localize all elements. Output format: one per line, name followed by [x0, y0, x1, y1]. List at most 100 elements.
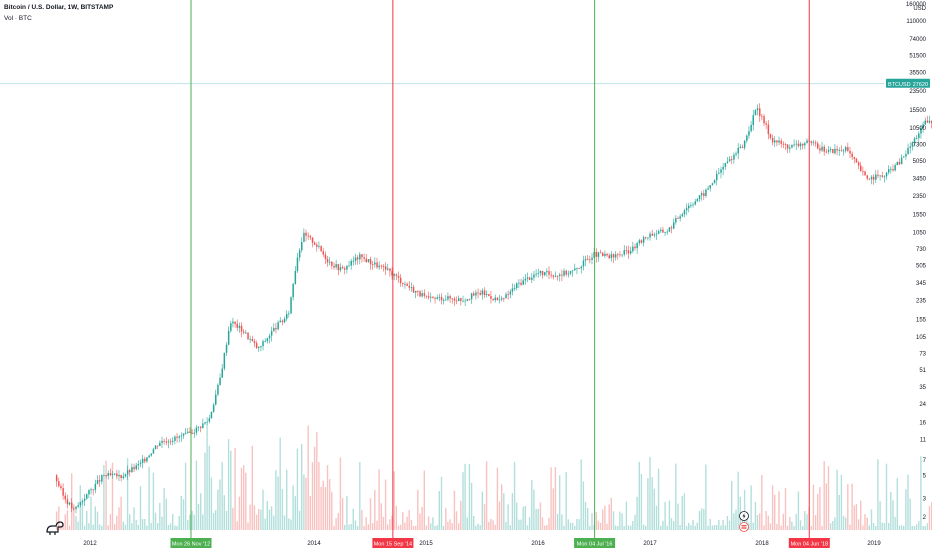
candle-body: [494, 297, 496, 301]
volume-bar: [341, 498, 344, 530]
volume-bar: [90, 496, 92, 530]
volume-bar: [926, 523, 929, 530]
candle-body: [621, 254, 623, 256]
volume-bar: [473, 516, 475, 530]
y-tick-label: 1550: [913, 213, 927, 219]
candle-body: [679, 216, 681, 219]
dinosaur-icon[interactable]: [46, 521, 64, 535]
volume-bar: [141, 519, 144, 530]
cycle-marker-label[interactable]: Mon 04 Jun '18: [788, 538, 830, 548]
volume-bar: [309, 495, 311, 530]
candle-body: [881, 175, 883, 177]
volume-bar: [868, 525, 870, 530]
volume-bar: [522, 506, 524, 530]
volume-bar: [169, 523, 172, 530]
candle-body: [217, 384, 219, 395]
cycle-marker-label[interactable]: Mon 15 Sep '14: [372, 538, 414, 548]
candle-body: [359, 254, 361, 260]
volume-bar: [92, 524, 94, 530]
candle-body: [305, 232, 307, 236]
volume-bar: [195, 460, 198, 530]
volume-bar: [101, 525, 103, 530]
lightning-icon[interactable]: [739, 511, 749, 521]
candle-body: [62, 488, 64, 496]
volume-bar: [118, 507, 120, 530]
volume-bar: [264, 518, 266, 530]
candle-body: [165, 441, 168, 443]
candle-body: [582, 260, 585, 267]
volume-bar: [907, 474, 909, 530]
cycle-marker-label[interactable]: Mon 04 Jul '16: [574, 538, 616, 548]
candle-body: [690, 205, 692, 206]
candle-body: [528, 277, 531, 280]
candle-body: [526, 277, 529, 279]
y-tick-label: 11: [920, 437, 927, 443]
y-tick-label: 15500: [909, 108, 926, 114]
candle-body: [111, 474, 114, 475]
volume-bar: [769, 523, 772, 530]
candle-body: [372, 264, 374, 266]
candle-body: [81, 500, 84, 502]
candle-body: [344, 268, 346, 270]
candle-body: [337, 264, 340, 271]
volume-bar: [94, 506, 96, 530]
volume-bar: [477, 523, 479, 530]
volume-bar: [339, 457, 342, 530]
volume-bar: [651, 477, 653, 530]
candle-body: [645, 237, 647, 239]
volume-bar: [103, 465, 105, 530]
volume-bar: [894, 516, 896, 530]
volume-bar: [885, 463, 888, 530]
volume-bar: [623, 526, 625, 530]
candle-body: [584, 258, 587, 261]
candle-body: [864, 171, 866, 176]
candle-body: [655, 233, 658, 235]
volume-bar: [359, 462, 361, 530]
candle-body: [518, 282, 520, 284]
candle-body: [675, 218, 677, 223]
candle-body: [840, 150, 843, 151]
candle-body: [782, 143, 785, 145]
y-tick-label: 2350: [913, 194, 927, 200]
cycle-marker-label[interactable]: Mon 26 Nov '12: [170, 538, 212, 548]
candle-body: [920, 127, 922, 134]
candle-body: [709, 185, 711, 189]
flag-icon[interactable]: [739, 522, 749, 532]
candle-body: [898, 162, 901, 165]
volume-bar: [397, 525, 400, 530]
candle-body: [814, 142, 817, 144]
volume-bar: [823, 461, 825, 530]
candle-body: [767, 124, 770, 135]
candle-body: [148, 455, 150, 458]
volume-bar: [105, 460, 107, 530]
candle-body: [419, 291, 421, 297]
volume-bar: [350, 524, 352, 530]
candle-body: [354, 257, 357, 261]
candle-body: [649, 233, 651, 238]
volume-bar: [98, 524, 101, 530]
candle-body: [685, 208, 688, 211]
volume-bar: [470, 482, 473, 530]
volume-bar: [161, 516, 163, 530]
candle-body: [550, 274, 552, 276]
candle-body: [677, 218, 679, 219]
volume-bar: [860, 500, 862, 530]
volume-bar: [344, 524, 346, 530]
candle-body: [851, 153, 853, 157]
volume-bar: [157, 523, 159, 530]
volume-bar: [776, 523, 778, 530]
volume-bar: [657, 468, 660, 530]
time-axis[interactable]: 2012201420152016201720182019202020212023…: [83, 541, 932, 547]
candle-body: [870, 176, 873, 180]
volume-bar: [109, 514, 112, 530]
candle-body: [195, 427, 198, 433]
volume-bar: [550, 467, 552, 530]
y-tick-label: 7: [923, 458, 927, 464]
candle-body: [109, 473, 112, 475]
candle-body: [329, 261, 331, 263]
y-tick-label: 505: [916, 264, 927, 270]
volume-bar: [380, 503, 382, 530]
